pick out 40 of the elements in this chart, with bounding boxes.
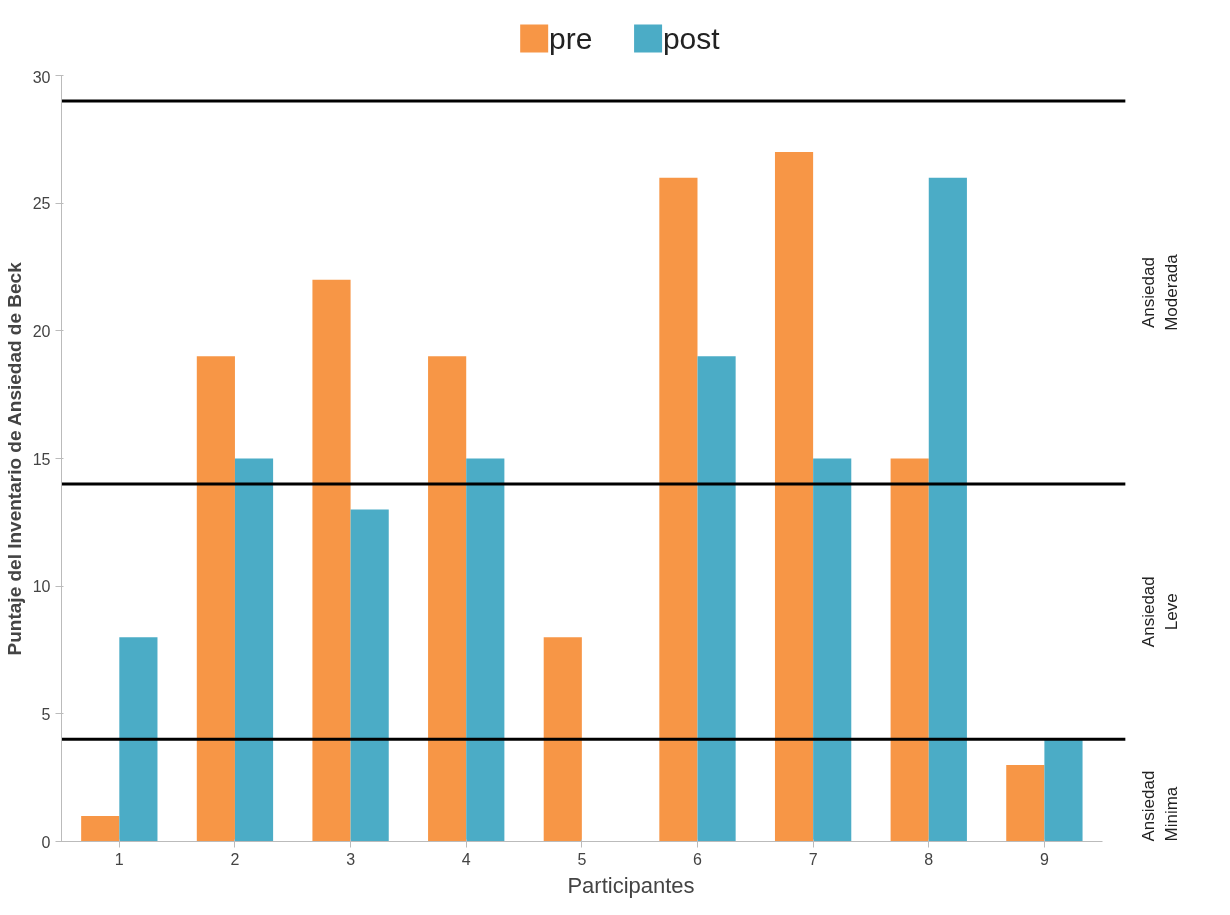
bar [196,356,235,842]
y-tick-label: 20 [32,322,51,340]
bar [774,152,814,842]
x-tick-label: 2 [230,850,240,868]
y-tick-label: 15 [32,450,51,468]
bar [813,458,852,842]
x-tick-label: 4 [461,850,471,868]
y-tick-label: 0 [41,833,51,851]
y-tick-label: 5 [41,705,51,723]
text: Ansiedad Moderada [1139,253,1181,331]
text: Ansiedad Leve [1139,576,1181,648]
legend-label: pre [548,22,593,55]
bar [81,815,120,842]
x-axis-title: Participantes [567,872,695,898]
bar [350,509,389,842]
x-tick-label: 5 [577,850,587,868]
y-tick-label: 10 [32,578,51,596]
x-tick-label: 1 [114,850,124,868]
bar [428,356,467,842]
bar [466,458,505,842]
bar [234,458,274,842]
bar [890,458,929,842]
bar [1044,739,1083,842]
bar [928,177,967,842]
x-tick-label: 8 [924,850,934,868]
text: Ansiedad Minima [1139,770,1181,842]
y-tick-label: 30 [32,68,51,86]
bar [697,356,736,842]
legend-label: post [662,22,721,55]
bar [659,177,698,842]
bar [1006,764,1045,842]
x-tick-label: 9 [1039,850,1049,868]
bar [543,637,582,842]
x-tick-label: 7 [808,850,818,868]
y-tick-label: 25 [32,195,51,213]
x-tick-label: 6 [693,850,703,868]
bar [312,279,351,842]
x-tick-label: 3 [346,850,356,868]
bar [119,637,158,842]
y-axis-title: Puntaje del Inventario de Ansiedad de Beck [3,261,25,656]
